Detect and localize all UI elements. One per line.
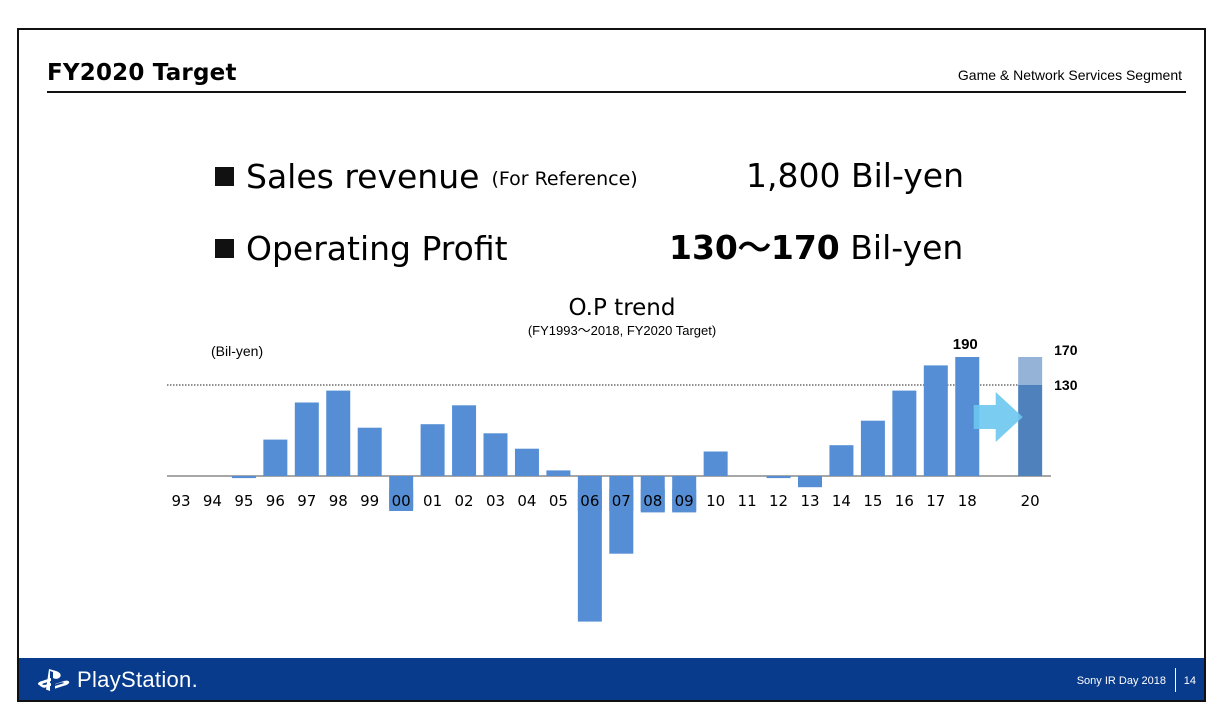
tick-label-fy00: 00	[392, 492, 411, 510]
tick-label-fy16: 16	[895, 492, 914, 510]
bar-target-upper	[1018, 357, 1043, 385]
tick-label-fy04: 04	[517, 492, 536, 510]
tick-label-fy15: 15	[863, 492, 882, 510]
tick-highlight-fy00	[389, 489, 414, 511]
op-trend-chart: O.P trend (FY1993～2018, FY2020 Target) (Bi…	[167, 295, 1078, 622]
tick-label-fy20: 20	[1021, 492, 1040, 510]
bar-fy97	[294, 402, 319, 476]
footer-divider	[1175, 668, 1176, 692]
bar-fy16	[892, 390, 917, 476]
unit-label: (Bil-yen)	[211, 343, 263, 359]
tick-highlight-fy09	[672, 489, 697, 511]
tick-label-fy05: 05	[549, 492, 568, 510]
sales-revenue-value: 1,800 Bil-yen	[746, 156, 965, 195]
tick-highlight-fy06	[577, 489, 602, 511]
operating-profit-unit: Bil-yen	[850, 228, 964, 267]
bar-fy99	[357, 427, 382, 476]
bar-fy12	[766, 476, 791, 479]
tick-label-fy07: 07	[612, 492, 631, 510]
tick-label-fy01: 01	[423, 492, 442, 510]
bar-fy04	[514, 448, 539, 476]
trend-arrow-icon	[973, 392, 1023, 442]
tick-highlight-fy07	[609, 489, 634, 511]
bar-fy10	[703, 451, 728, 476]
chart-subtitle: (FY1993～2018, FY2020 Target)	[528, 323, 716, 338]
bar-fy13	[798, 476, 822, 488]
square-bullet-icon	[215, 238, 234, 258]
bar-fy14	[829, 445, 854, 476]
page-number: 14	[1183, 675, 1196, 687]
bar-fy01	[420, 424, 445, 476]
tick-label-fy09: 09	[675, 492, 694, 510]
tick-label-fy11: 11	[738, 492, 757, 510]
playstation-logo: PlayStation.	[37, 666, 198, 694]
tick-label-fy03: 03	[486, 492, 505, 510]
chart-title: O.P trend	[569, 295, 676, 321]
operating-profit-range: 130～170	[669, 228, 840, 267]
operating-profit-label: Operating Profit	[246, 228, 508, 268]
slide: FY2020 Target Game & Network Services Se…	[17, 28, 1206, 702]
event-label: Sony IR Day 2018	[1076, 675, 1166, 687]
tick-label-fy95: 95	[234, 492, 253, 510]
bar-fy15	[860, 420, 885, 476]
tick-label-fy08: 08	[643, 492, 662, 510]
target-low-label: 130	[1054, 377, 1078, 393]
tick-label-fy13: 13	[800, 492, 819, 510]
tick-label-fy97: 97	[297, 492, 316, 510]
sales-revenue-label: Sales revenue	[246, 156, 480, 196]
tick-label-fy99: 99	[360, 492, 379, 510]
tick-label-fy94: 94	[203, 492, 222, 510]
tick-label-fy06: 06	[580, 492, 599, 510]
tick-label-fy96: 96	[266, 492, 285, 510]
bar-fy96	[263, 439, 288, 476]
bar-fy95	[231, 476, 256, 479]
bar-fy05	[546, 470, 571, 476]
bar-fy03	[483, 433, 508, 476]
bar-target-lower	[1018, 385, 1043, 476]
tick-label-fy98: 98	[329, 492, 348, 510]
title-divider	[47, 91, 1186, 93]
tick-label-fy18: 18	[958, 492, 977, 510]
segment-label: Game & Network Services Segment	[957, 67, 1182, 83]
tick-label-fy93: 93	[171, 492, 190, 510]
tick-label-fy14: 14	[832, 492, 851, 510]
page-title: FY2020 Target	[47, 60, 237, 86]
bar-fy02	[452, 405, 477, 476]
playstation-wordmark: PlayStation.	[77, 667, 199, 692]
reference-note: (For Reference)	[491, 168, 638, 190]
tick-label-fy02: 02	[455, 492, 474, 510]
square-bullet-icon	[215, 166, 234, 186]
bar-fy98	[326, 390, 351, 476]
sales-revenue-row: Sales revenue (For Reference)	[215, 154, 638, 198]
operating-profit-row: Operating Profit	[215, 226, 508, 270]
tick-label-fy12: 12	[769, 492, 788, 510]
operating-profit-value: 130～170 Bil-yen	[669, 226, 963, 270]
target-high-label: 170	[1054, 342, 1078, 358]
fy18-annotation: 190	[953, 336, 978, 353]
playstation-icon	[38, 669, 70, 691]
tick-highlight-fy08	[640, 489, 665, 511]
footer-bar: PlayStation. Sony IR Day 2018 14	[19, 658, 1204, 700]
bar-fy07	[609, 476, 634, 554]
tick-label-fy10: 10	[706, 492, 725, 510]
tick-label-fy17: 17	[926, 492, 945, 510]
bar-fy17	[923, 365, 948, 476]
